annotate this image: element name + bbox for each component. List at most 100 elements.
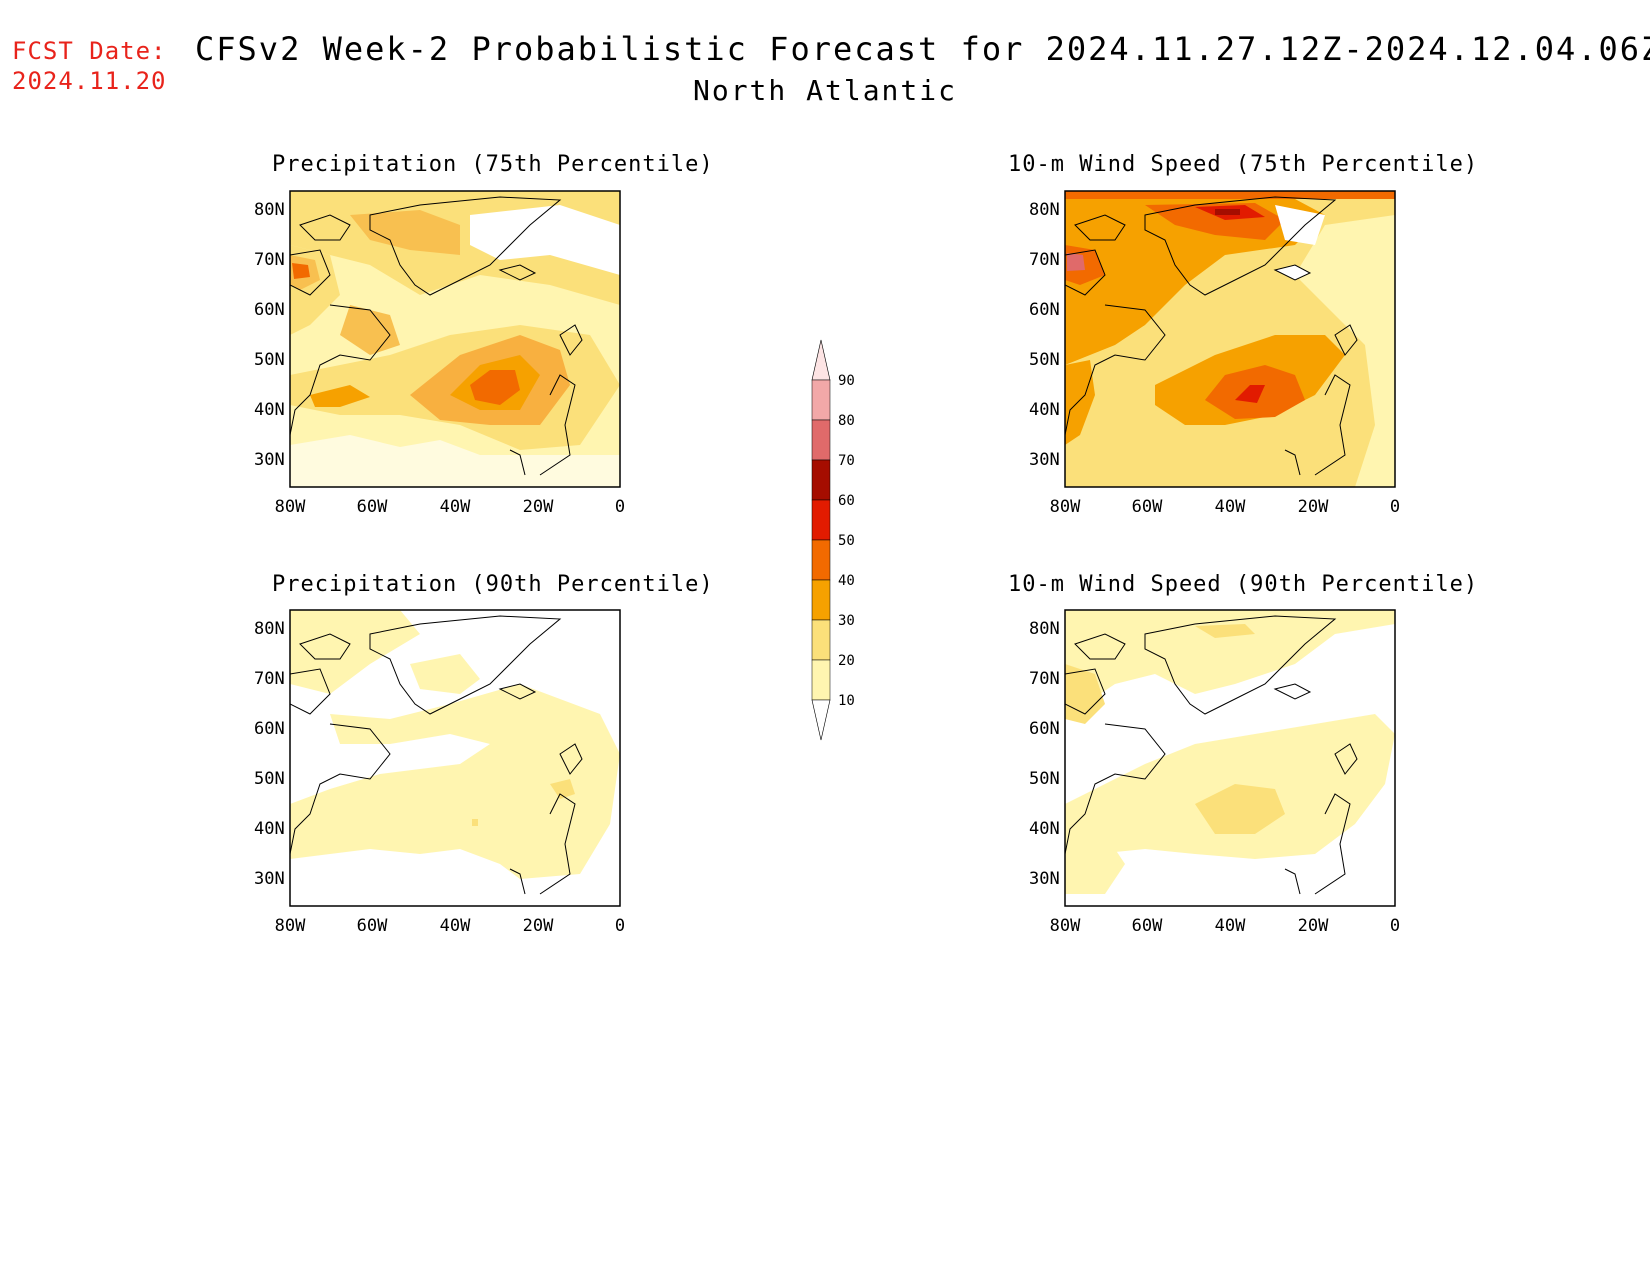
shade-70 (1067, 253, 1085, 271)
lon-label: 60W (357, 497, 388, 517)
lat-label: 70N (254, 250, 285, 270)
lat-label: 50N (1029, 350, 1060, 370)
colorbar-swatch (811, 459, 831, 501)
lon-axis: 80W 60W 40W 20W 0 (275, 916, 625, 936)
shade-55 (1235, 385, 1265, 403)
colorbar-extend-bottom (811, 699, 831, 741)
lon-label: 20W (523, 497, 554, 517)
shade-45 (292, 263, 310, 279)
lon-label: 0 (615, 916, 625, 936)
map-wind-75: 80N 70N 60N 50N 40N 30N 80W 60W 40W 20W … (1029, 190, 1400, 517)
lon-label: 60W (1132, 497, 1163, 517)
coastlines (1065, 196, 1358, 476)
shade-clear (1275, 205, 1325, 245)
shade-20 (472, 819, 478, 826)
lon-label: 80W (275, 497, 306, 517)
colorbar-extend-top (811, 339, 831, 381)
panel-title-precip-75: Precipitation (75th Percentile) (272, 152, 714, 177)
map-frame (289, 609, 621, 907)
lon-label: 0 (615, 497, 625, 517)
lat-label: 80N (1029, 619, 1060, 639)
lat-label: 60N (1029, 300, 1060, 320)
lat-label: 80N (254, 200, 285, 220)
lat-label: 80N (254, 619, 285, 639)
shade-25 (1295, 215, 1395, 487)
shade-20 (1195, 784, 1285, 834)
lat-label: 30N (1029, 869, 1060, 889)
lat-label: 30N (254, 869, 285, 889)
coastlines (1065, 615, 1358, 895)
shade-40 (1065, 360, 1095, 445)
lon-label: 40W (440, 497, 471, 517)
shade-35 (350, 210, 460, 255)
shade-40 (1065, 199, 1325, 365)
lon-label: 40W (1215, 916, 1246, 936)
title-line: CFSv2 Week-2 Probabilistic Forecast for … (195, 30, 1650, 68)
fcst-date: 2024.11.20 (12, 67, 167, 95)
colorbar-labels: 90 80 70 60 50 40 30 20 10 (838, 373, 855, 709)
colorbar-label: 60 (838, 493, 855, 509)
colorbar-label: 30 (838, 613, 855, 629)
lat-label: 50N (254, 769, 285, 789)
shade-clear (290, 435, 620, 487)
shade-40 (310, 385, 370, 407)
lon-label: 20W (1298, 497, 1329, 517)
shade-35 (340, 305, 400, 355)
map-frame (289, 190, 621, 488)
lon-label: 80W (275, 916, 306, 936)
colorbar-label: 10 (838, 693, 855, 709)
colorbar-swatch (811, 619, 831, 661)
colorbar-swatch (811, 499, 831, 541)
colorbar-label: 90 (838, 373, 855, 389)
coastlines (290, 615, 583, 895)
coastlines (290, 196, 583, 476)
map-precip-90: 80N 70N 60N 50N 40N 30N 80W 60W 40W 20W … (254, 609, 625, 936)
shade-10 (1065, 834, 1125, 894)
panel-title-precip-90: Precipitation (90th Percentile) (272, 572, 714, 597)
lat-label: 70N (1029, 250, 1060, 270)
lon-label: 0 (1390, 916, 1400, 936)
lat-label: 60N (254, 719, 285, 739)
shade-20 (1195, 624, 1255, 638)
fcst-label: FCST Date: (12, 37, 167, 65)
lat-axis: 80N 70N 60N 50N 40N 30N (1029, 619, 1060, 889)
lon-label: 20W (523, 916, 554, 936)
colorbar: 90 80 70 60 50 40 30 20 10 (811, 339, 855, 741)
lat-axis: 80N 70N 60N 50N 40N 30N (254, 619, 285, 889)
panel-title-wind-90: 10-m Wind Speed (90th Percentile) (1008, 572, 1479, 597)
colorbar-swatch (811, 419, 831, 461)
lat-label: 50N (254, 350, 285, 370)
colorbar-label: 70 (838, 453, 855, 469)
shade-65 (1215, 209, 1240, 215)
lon-label: 60W (357, 916, 388, 936)
lat-label: 60N (1029, 719, 1060, 739)
lat-label: 30N (254, 450, 285, 470)
lat-label: 40N (254, 819, 285, 839)
colorbar-swatch (811, 579, 831, 621)
shade-45 (470, 370, 520, 405)
lat-label: 60N (254, 300, 285, 320)
colorbar-label: 50 (838, 533, 855, 549)
map-frame (1064, 190, 1396, 488)
colorbar-swatches (811, 339, 831, 741)
colorbar-swatch (811, 539, 831, 581)
lat-axis: 80N 70N 60N 50N 40N 30N (254, 200, 285, 470)
lon-label: 80W (1050, 916, 1081, 936)
lat-label: 70N (1029, 669, 1060, 689)
lat-label: 40N (254, 400, 285, 420)
region-label: North Atlantic (692, 74, 957, 107)
lat-label: 50N (1029, 769, 1060, 789)
lat-label: 70N (254, 669, 285, 689)
shade-20 (550, 779, 575, 799)
panel-title-wind-75: 10-m Wind Speed (75th Percentile) (1008, 152, 1479, 177)
lon-label: 80W (1050, 497, 1081, 517)
colorbar-label: 80 (838, 413, 855, 429)
colorbar-swatch (811, 659, 831, 701)
lat-label: 40N (1029, 819, 1060, 839)
lon-label: 40W (1215, 497, 1246, 517)
lon-axis: 80W 60W 40W 20W 0 (1050, 497, 1400, 517)
forecast-date-label: FCST Date: 2024.11.20 (12, 36, 167, 96)
shade-10 (410, 654, 480, 694)
lat-label: 40N (1029, 400, 1060, 420)
lon-label: 40W (440, 916, 471, 936)
